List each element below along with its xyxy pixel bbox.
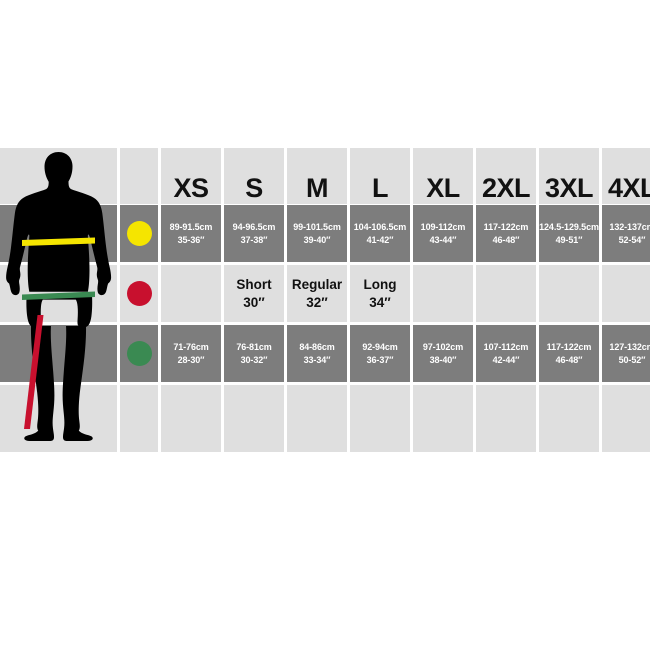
- size-label-xl: XL: [426, 173, 460, 203]
- waist-cell-xs: 71-76cm 28-30″: [161, 325, 221, 382]
- leg-value-m: Regular 32″: [291, 276, 343, 310]
- marker-cell-waist: [120, 325, 158, 382]
- leg-cell-2xl: [476, 265, 536, 322]
- figure-cell-waist: [0, 325, 117, 382]
- waist-value-4xl: 127-132cm 50-52″: [609, 342, 650, 365]
- footer-cell-xl: [413, 385, 473, 452]
- chest-value-xl: 109-112cm 43-44″: [420, 222, 466, 245]
- waist-cell-3xl: 117-122cm 46-48″: [539, 325, 599, 382]
- marker-cell-header: [120, 148, 158, 204]
- waist-cell-m: 84-86cm 33-34″: [287, 325, 347, 382]
- header-cell-2xl: 2XL: [476, 148, 536, 204]
- chest-value-xs: 89-91.5cm 35-36″: [169, 222, 213, 245]
- chest-cell-l: 104-106.5cm 41-42″: [350, 205, 410, 262]
- chest-cell-m: 99-101.5cm 39-40″: [287, 205, 347, 262]
- waist-cell-4xl: 127-132cm 50-52″: [602, 325, 650, 382]
- waist-cell-2xl: 107-112cm 42-44″: [476, 325, 536, 382]
- leg-cell-s: Short 30″: [224, 265, 284, 322]
- leg-cell-4xl: [602, 265, 650, 322]
- footer-cell-l: [350, 385, 410, 452]
- footer-cell-3xl: [539, 385, 599, 452]
- leg-cell-xl: [413, 265, 473, 322]
- figure-cell-chest: [0, 205, 117, 262]
- marker-cell-chest: [120, 205, 158, 262]
- chest-cell-4xl: 132-137cm 52-54″: [602, 205, 650, 262]
- chest-value-3xl: 124.5-129.5cm 49-51″: [539, 222, 599, 245]
- size-chart: XS S M L XL 2XL 3XL 4XL 89-91.5: [0, 148, 650, 452]
- footer-cell-2xl: [476, 385, 536, 452]
- chest-value-2xl: 117-122cm 46-48″: [483, 222, 529, 245]
- chest-measurement-row: 89-91.5cm 35-36″ 94-96.5cm 37-38″ 99-101…: [0, 205, 650, 262]
- size-label-4xl: 4XL: [607, 173, 650, 203]
- chest-cell-s: 94-96.5cm 37-38″: [224, 205, 284, 262]
- header-cell-4xl: 4XL: [602, 148, 650, 204]
- footer-cell-4xl: [602, 385, 650, 452]
- footer-cell-m: [287, 385, 347, 452]
- waist-value-3xl: 117-122cm 46-48″: [546, 342, 592, 365]
- chest-value-m: 99-101.5cm 39-40″: [293, 222, 341, 245]
- waist-measurement-row: 71-76cm 28-30″ 76-81cm 30-32″ 84-86cm 33…: [0, 325, 650, 382]
- size-label-s: S: [245, 173, 263, 203]
- leg-length-dot-icon: [126, 281, 152, 306]
- leg-value-s: Short 30″: [236, 276, 272, 310]
- size-chart-footer-row: [0, 385, 650, 452]
- chest-cell-xl: 109-112cm 43-44″: [413, 205, 473, 262]
- waist-cell-s: 76-81cm 30-32″: [224, 325, 284, 382]
- marker-cell-leg: [120, 265, 158, 322]
- waist-value-m: 84-86cm 33-34″: [299, 342, 335, 365]
- waist-dot-icon: [126, 341, 152, 366]
- header-cell-xl: XL: [413, 148, 473, 204]
- chest-dot-icon: [126, 221, 152, 246]
- leg-length-row: Short 30″ Regular 32″ Long 34″: [0, 265, 650, 322]
- size-label-m: M: [306, 173, 329, 203]
- chest-cell-2xl: 117-122cm 46-48″: [476, 205, 536, 262]
- size-label-l: L: [372, 173, 389, 203]
- size-chart-header-row: XS S M L XL 2XL 3XL 4XL: [0, 148, 650, 204]
- header-cell-xs: XS: [161, 148, 221, 204]
- size-label-2xl: 2XL: [481, 173, 531, 203]
- figure-cell-footer: [0, 385, 117, 452]
- footer-cell-xs: [161, 385, 221, 452]
- marker-cell-footer: [120, 385, 158, 452]
- leg-cell-m: Regular 32″: [287, 265, 347, 322]
- header-cell-3xl: 3XL: [539, 148, 599, 204]
- header-cell-m: M: [287, 148, 347, 204]
- waist-cell-l: 92-94cm 36-37″: [350, 325, 410, 382]
- waist-value-s: 76-81cm 30-32″: [236, 342, 272, 365]
- leg-value-l: Long 34″: [363, 276, 397, 310]
- header-cell-l: L: [350, 148, 410, 204]
- chest-value-4xl: 132-137cm 52-54″: [609, 222, 650, 245]
- waist-value-2xl: 107-112cm 42-44″: [483, 342, 529, 365]
- size-label-xs: XS: [173, 173, 209, 203]
- figure-cell-header: [0, 148, 117, 204]
- chest-cell-xs: 89-91.5cm 35-36″: [161, 205, 221, 262]
- footer-cell-s: [224, 385, 284, 452]
- header-cell-s: S: [224, 148, 284, 204]
- waist-cell-xl: 97-102cm 38-40″: [413, 325, 473, 382]
- waist-value-xl: 97-102cm 38-40″: [422, 342, 464, 365]
- chest-value-s: 94-96.5cm 37-38″: [232, 222, 276, 245]
- waist-value-l: 92-94cm 36-37″: [362, 342, 398, 365]
- leg-cell-l: Long 34″: [350, 265, 410, 322]
- chest-value-l: 104-106.5cm 41-42″: [353, 222, 407, 245]
- waist-value-xs: 71-76cm 28-30″: [173, 342, 209, 365]
- leg-cell-3xl: [539, 265, 599, 322]
- size-label-3xl: 3XL: [544, 173, 594, 203]
- chest-cell-3xl: 124.5-129.5cm 49-51″: [539, 205, 599, 262]
- figure-cell-leg: [0, 265, 117, 322]
- leg-cell-xs: [161, 265, 221, 322]
